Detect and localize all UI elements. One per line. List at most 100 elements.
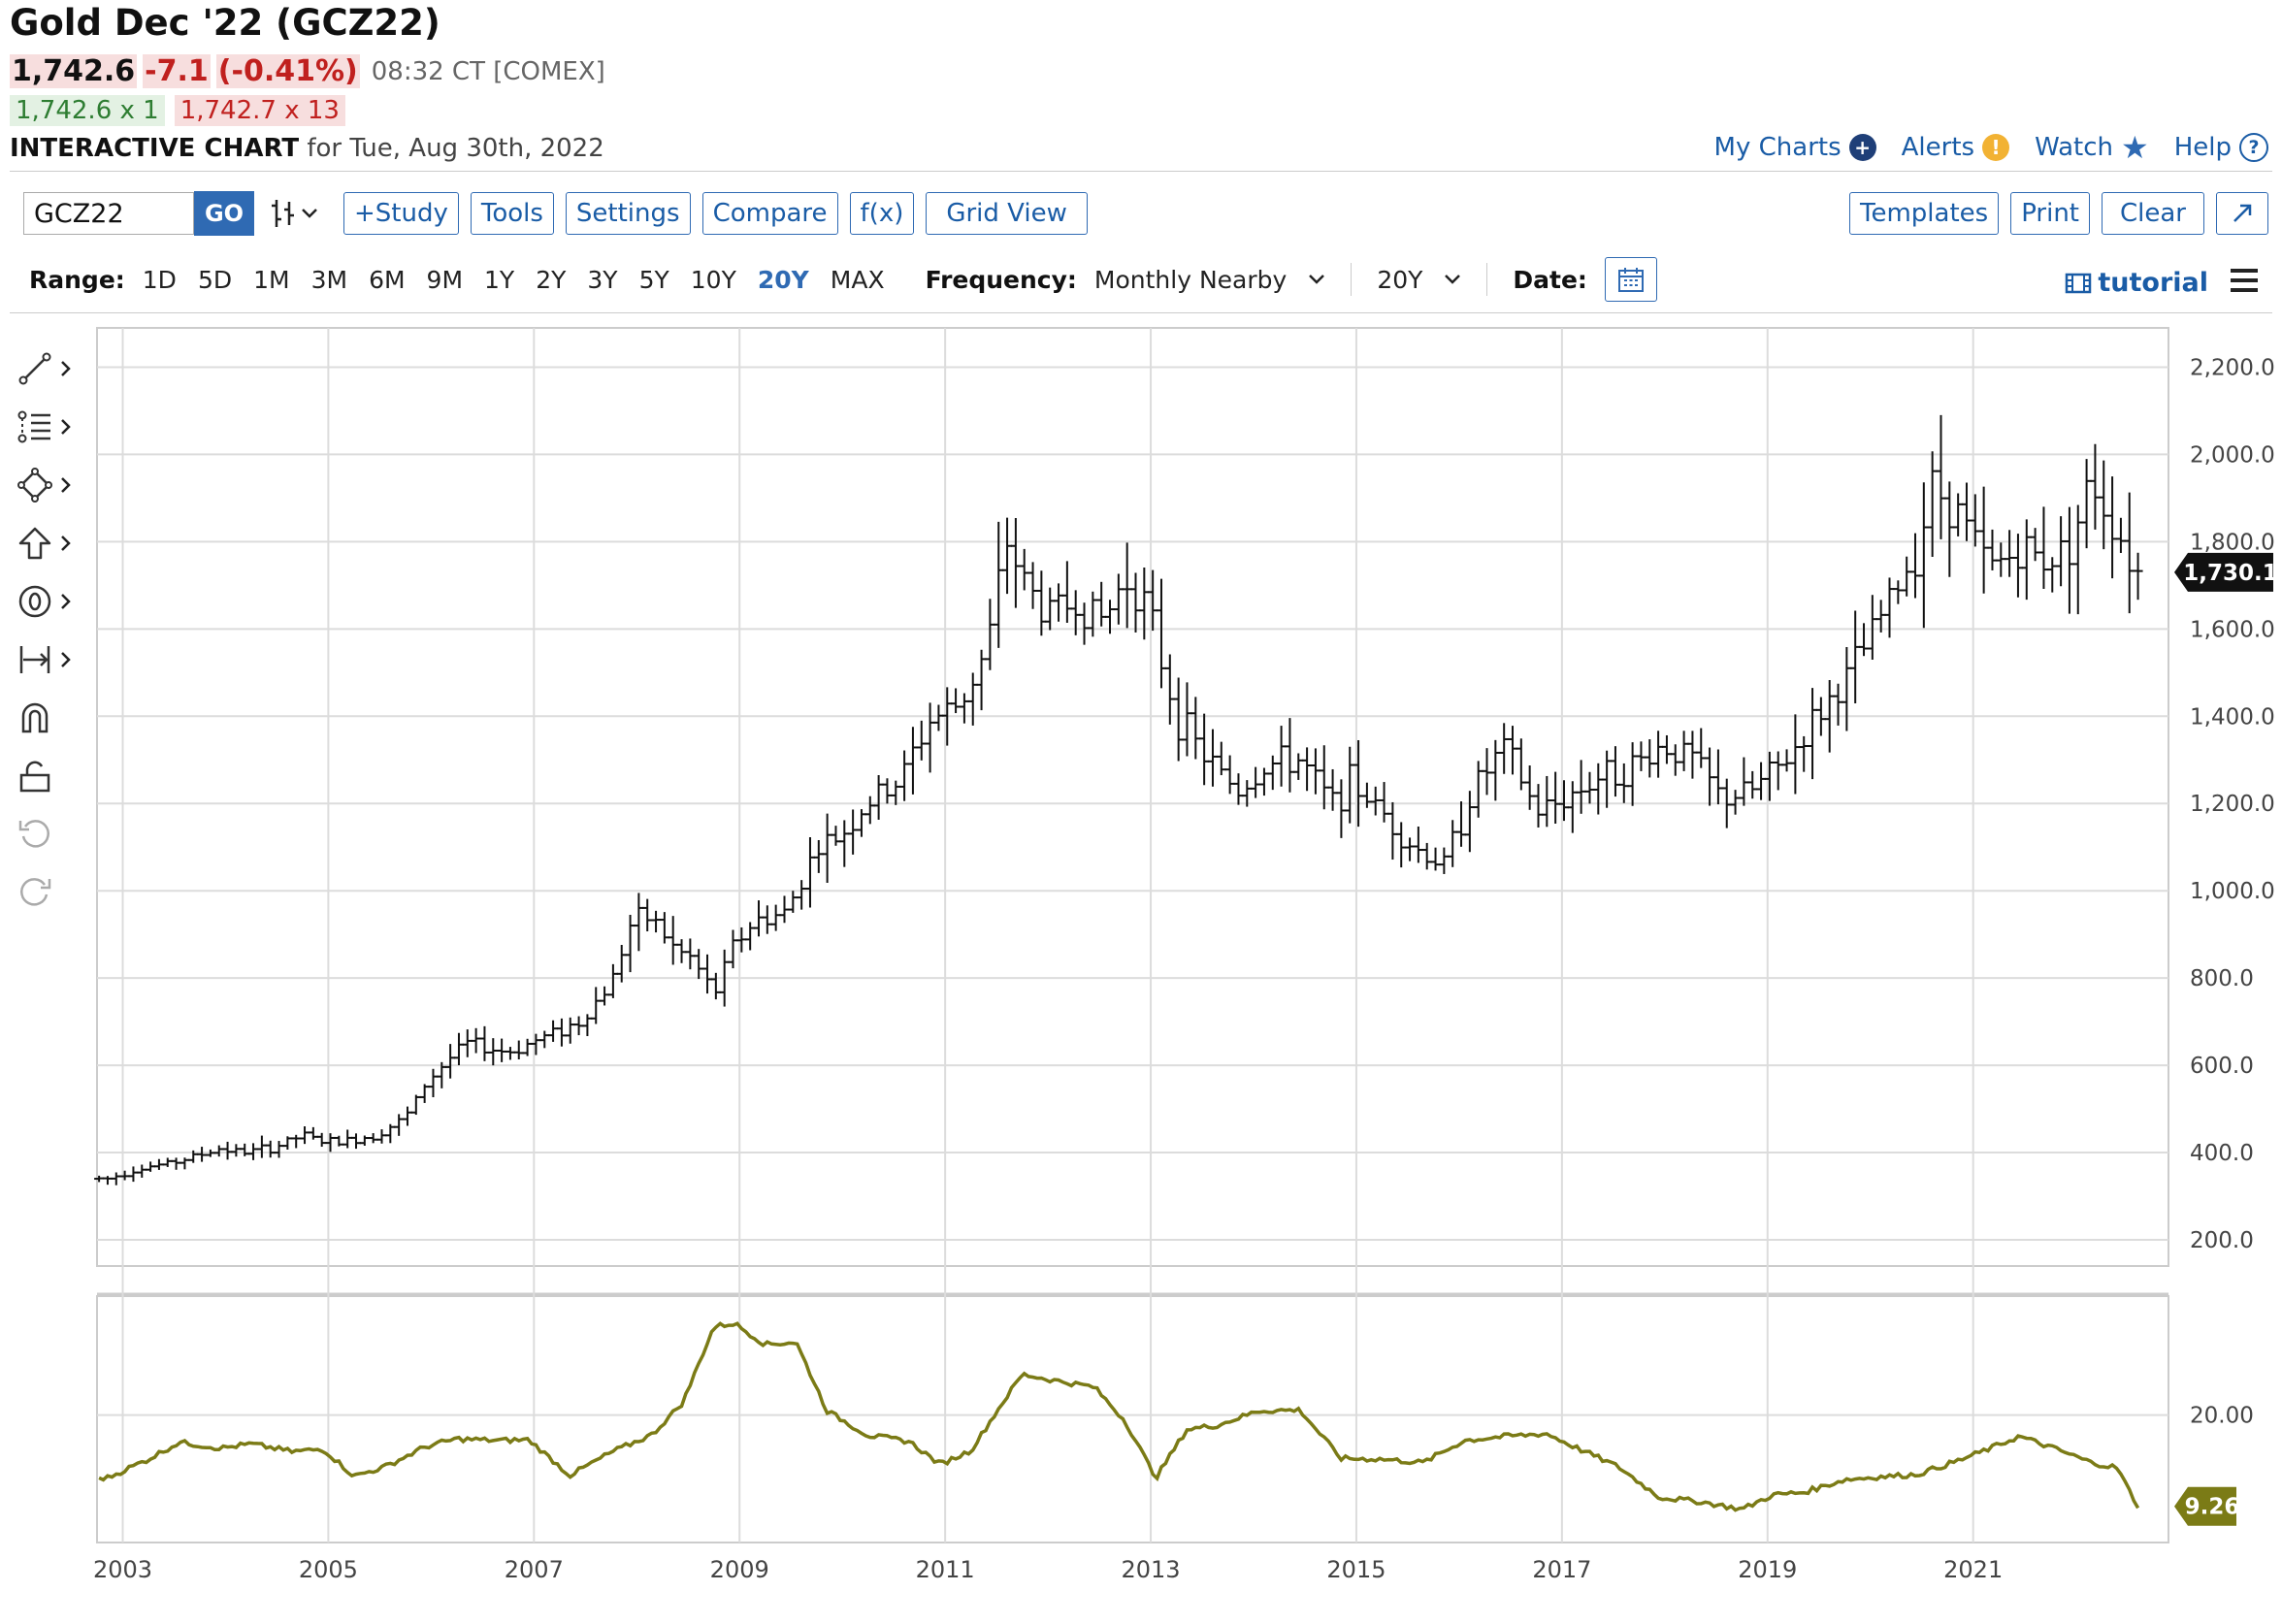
- range-option[interactable]: 1M: [253, 265, 290, 294]
- help-label: Help: [2173, 133, 2232, 162]
- divider: [10, 312, 2272, 313]
- ask-quote: 1,742.7 x 13: [174, 95, 345, 126]
- grid-view-button[interactable]: Grid View: [926, 192, 1088, 235]
- fx-button[interactable]: f(x): [849, 192, 915, 235]
- magnet-tool[interactable]: [17, 698, 85, 737]
- chart-toolbar: GO +Study Tools Settings Compare f(x) Gr…: [23, 190, 1088, 237]
- range-option[interactable]: 9M: [426, 265, 464, 294]
- arrow-tool[interactable]: [17, 524, 85, 563]
- price-change-pct: (-0.41%): [215, 54, 360, 88]
- top-links: My Charts + Alerts ! Watch ★ Help ?: [1714, 132, 2268, 163]
- star-icon: ★: [2121, 129, 2149, 166]
- undo-icon: [18, 820, 49, 848]
- hamburger-icon: [2231, 269, 2258, 292]
- question-icon: ?: [2239, 133, 2268, 162]
- plus-circle-icon: +: [1848, 134, 1876, 161]
- y-tick-label: 600.0: [2190, 1054, 2254, 1079]
- frequency-select[interactable]: Monthly Nearby: [1094, 266, 1325, 294]
- exclamation-icon: !: [1982, 134, 2010, 161]
- compare-button[interactable]: Compare: [701, 192, 838, 235]
- alerts-link[interactable]: Alerts !: [1901, 133, 2010, 162]
- shape-icon: [17, 468, 52, 503]
- range-option[interactable]: 10Y: [690, 265, 736, 294]
- chart-label: INTERACTIVE CHART: [10, 134, 300, 163]
- last-price: 1,742.6: [10, 54, 138, 88]
- magnet-icon: [21, 702, 49, 733]
- range-option[interactable]: 3M: [310, 265, 348, 294]
- chevron-right-icon: [61, 536, 71, 551]
- x-tick-label: 2011: [916, 1556, 975, 1583]
- fibonacci-icon: [17, 410, 50, 443]
- period-select[interactable]: 20Y: [1377, 266, 1461, 294]
- fibonacci-tool[interactable]: [17, 407, 85, 446]
- help-link[interactable]: Help ?: [2174, 133, 2268, 162]
- frequency-value: Monthly Nearby: [1093, 265, 1288, 294]
- chevron-right-icon: [61, 652, 71, 667]
- trendline-tool[interactable]: [17, 349, 85, 388]
- arrow-up-icon: [18, 527, 51, 560]
- alerts-label: Alerts: [1901, 133, 1975, 162]
- symbol-input[interactable]: [23, 192, 194, 235]
- tutorial-link[interactable]: tutorial: [2065, 268, 2208, 298]
- menu-button[interactable]: [2230, 268, 2259, 297]
- study-value-label: 9.26: [2185, 1495, 2240, 1520]
- x-tick-label: 2015: [1326, 1556, 1386, 1583]
- redo-tool[interactable]: [17, 873, 85, 912]
- tools-button[interactable]: Tools: [470, 192, 554, 235]
- redo-icon: [20, 878, 51, 906]
- undo-tool[interactable]: [17, 815, 85, 854]
- bar-type-selector[interactable]: [270, 198, 318, 229]
- my-charts-link[interactable]: My Charts +: [1714, 133, 1876, 162]
- range-option[interactable]: 5Y: [638, 265, 669, 294]
- study-pane-frame: [96, 1295, 2169, 1543]
- bid-ask-row: 1,742.6 x 1 1,742.7 x 13: [10, 95, 345, 126]
- price-pane-frame: [96, 327, 2169, 1267]
- range-option[interactable]: 1D: [142, 265, 177, 294]
- annotation-tool[interactable]: [17, 582, 85, 621]
- go-button[interactable]: GO: [194, 191, 254, 236]
- y-tick-label: 1,200.0: [2190, 792, 2275, 817]
- settings-button[interactable]: Settings: [565, 192, 691, 235]
- y-tick-label: 200.0: [2190, 1228, 2254, 1253]
- frequency-label: Frequency:: [925, 265, 1077, 294]
- x-tick-label: 2021: [1943, 1556, 2003, 1583]
- templates-button[interactable]: Templates: [1849, 192, 2000, 235]
- study-button[interactable]: +Study: [343, 192, 459, 235]
- lock-tool[interactable]: [17, 757, 85, 796]
- clear-button[interactable]: Clear: [2102, 192, 2204, 235]
- range-option[interactable]: 6M: [369, 265, 406, 294]
- divider: [10, 171, 2272, 172]
- print-button[interactable]: Print: [2010, 192, 2090, 235]
- watch-link[interactable]: Watch ★: [2035, 132, 2149, 163]
- x-tick-label: 2005: [299, 1556, 358, 1583]
- range-option[interactable]: 5D: [197, 265, 233, 294]
- range-option[interactable]: 2Y: [536, 265, 567, 294]
- x-tick-label: 2003: [93, 1556, 152, 1583]
- range-option[interactable]: 3Y: [587, 265, 618, 294]
- date-picker-button[interactable]: [1604, 257, 1657, 302]
- range-option[interactable]: 1Y: [484, 265, 515, 294]
- y-tick-label: 1,600.0: [2190, 617, 2275, 642]
- expand-button[interactable]: [2216, 192, 2268, 235]
- measure-icon: [19, 646, 50, 673]
- chevron-down-icon: [302, 209, 317, 218]
- shape-tool[interactable]: [17, 466, 85, 504]
- x-tick-label: 2007: [505, 1556, 564, 1583]
- drawing-tools: [17, 349, 85, 912]
- range-option[interactable]: MAX: [830, 265, 885, 294]
- last-price-label: 1,730.1: [2183, 561, 2278, 586]
- divider: [1486, 263, 1488, 296]
- x-tick-label: 2017: [1532, 1556, 1591, 1583]
- y-tick-label: 1,400.0: [2190, 704, 2275, 730]
- quote-time: 08:32 CT [COMEX]: [371, 56, 605, 86]
- bid-quote: 1,742.6 x 1: [10, 95, 165, 126]
- measure-tool[interactable]: [17, 640, 85, 679]
- range-option[interactable]: 20Y: [757, 265, 809, 294]
- y-tick-label: 2,200.0: [2190, 355, 2275, 380]
- chevron-right-icon: [61, 594, 71, 609]
- chart-heading: INTERACTIVE CHART for Tue, Aug 30th, 202…: [10, 134, 604, 163]
- ohlc-bar-icon: [272, 200, 294, 227]
- study-line: [98, 1321, 2140, 1512]
- page-title: Gold Dec '22 (GCZ22): [10, 2, 440, 44]
